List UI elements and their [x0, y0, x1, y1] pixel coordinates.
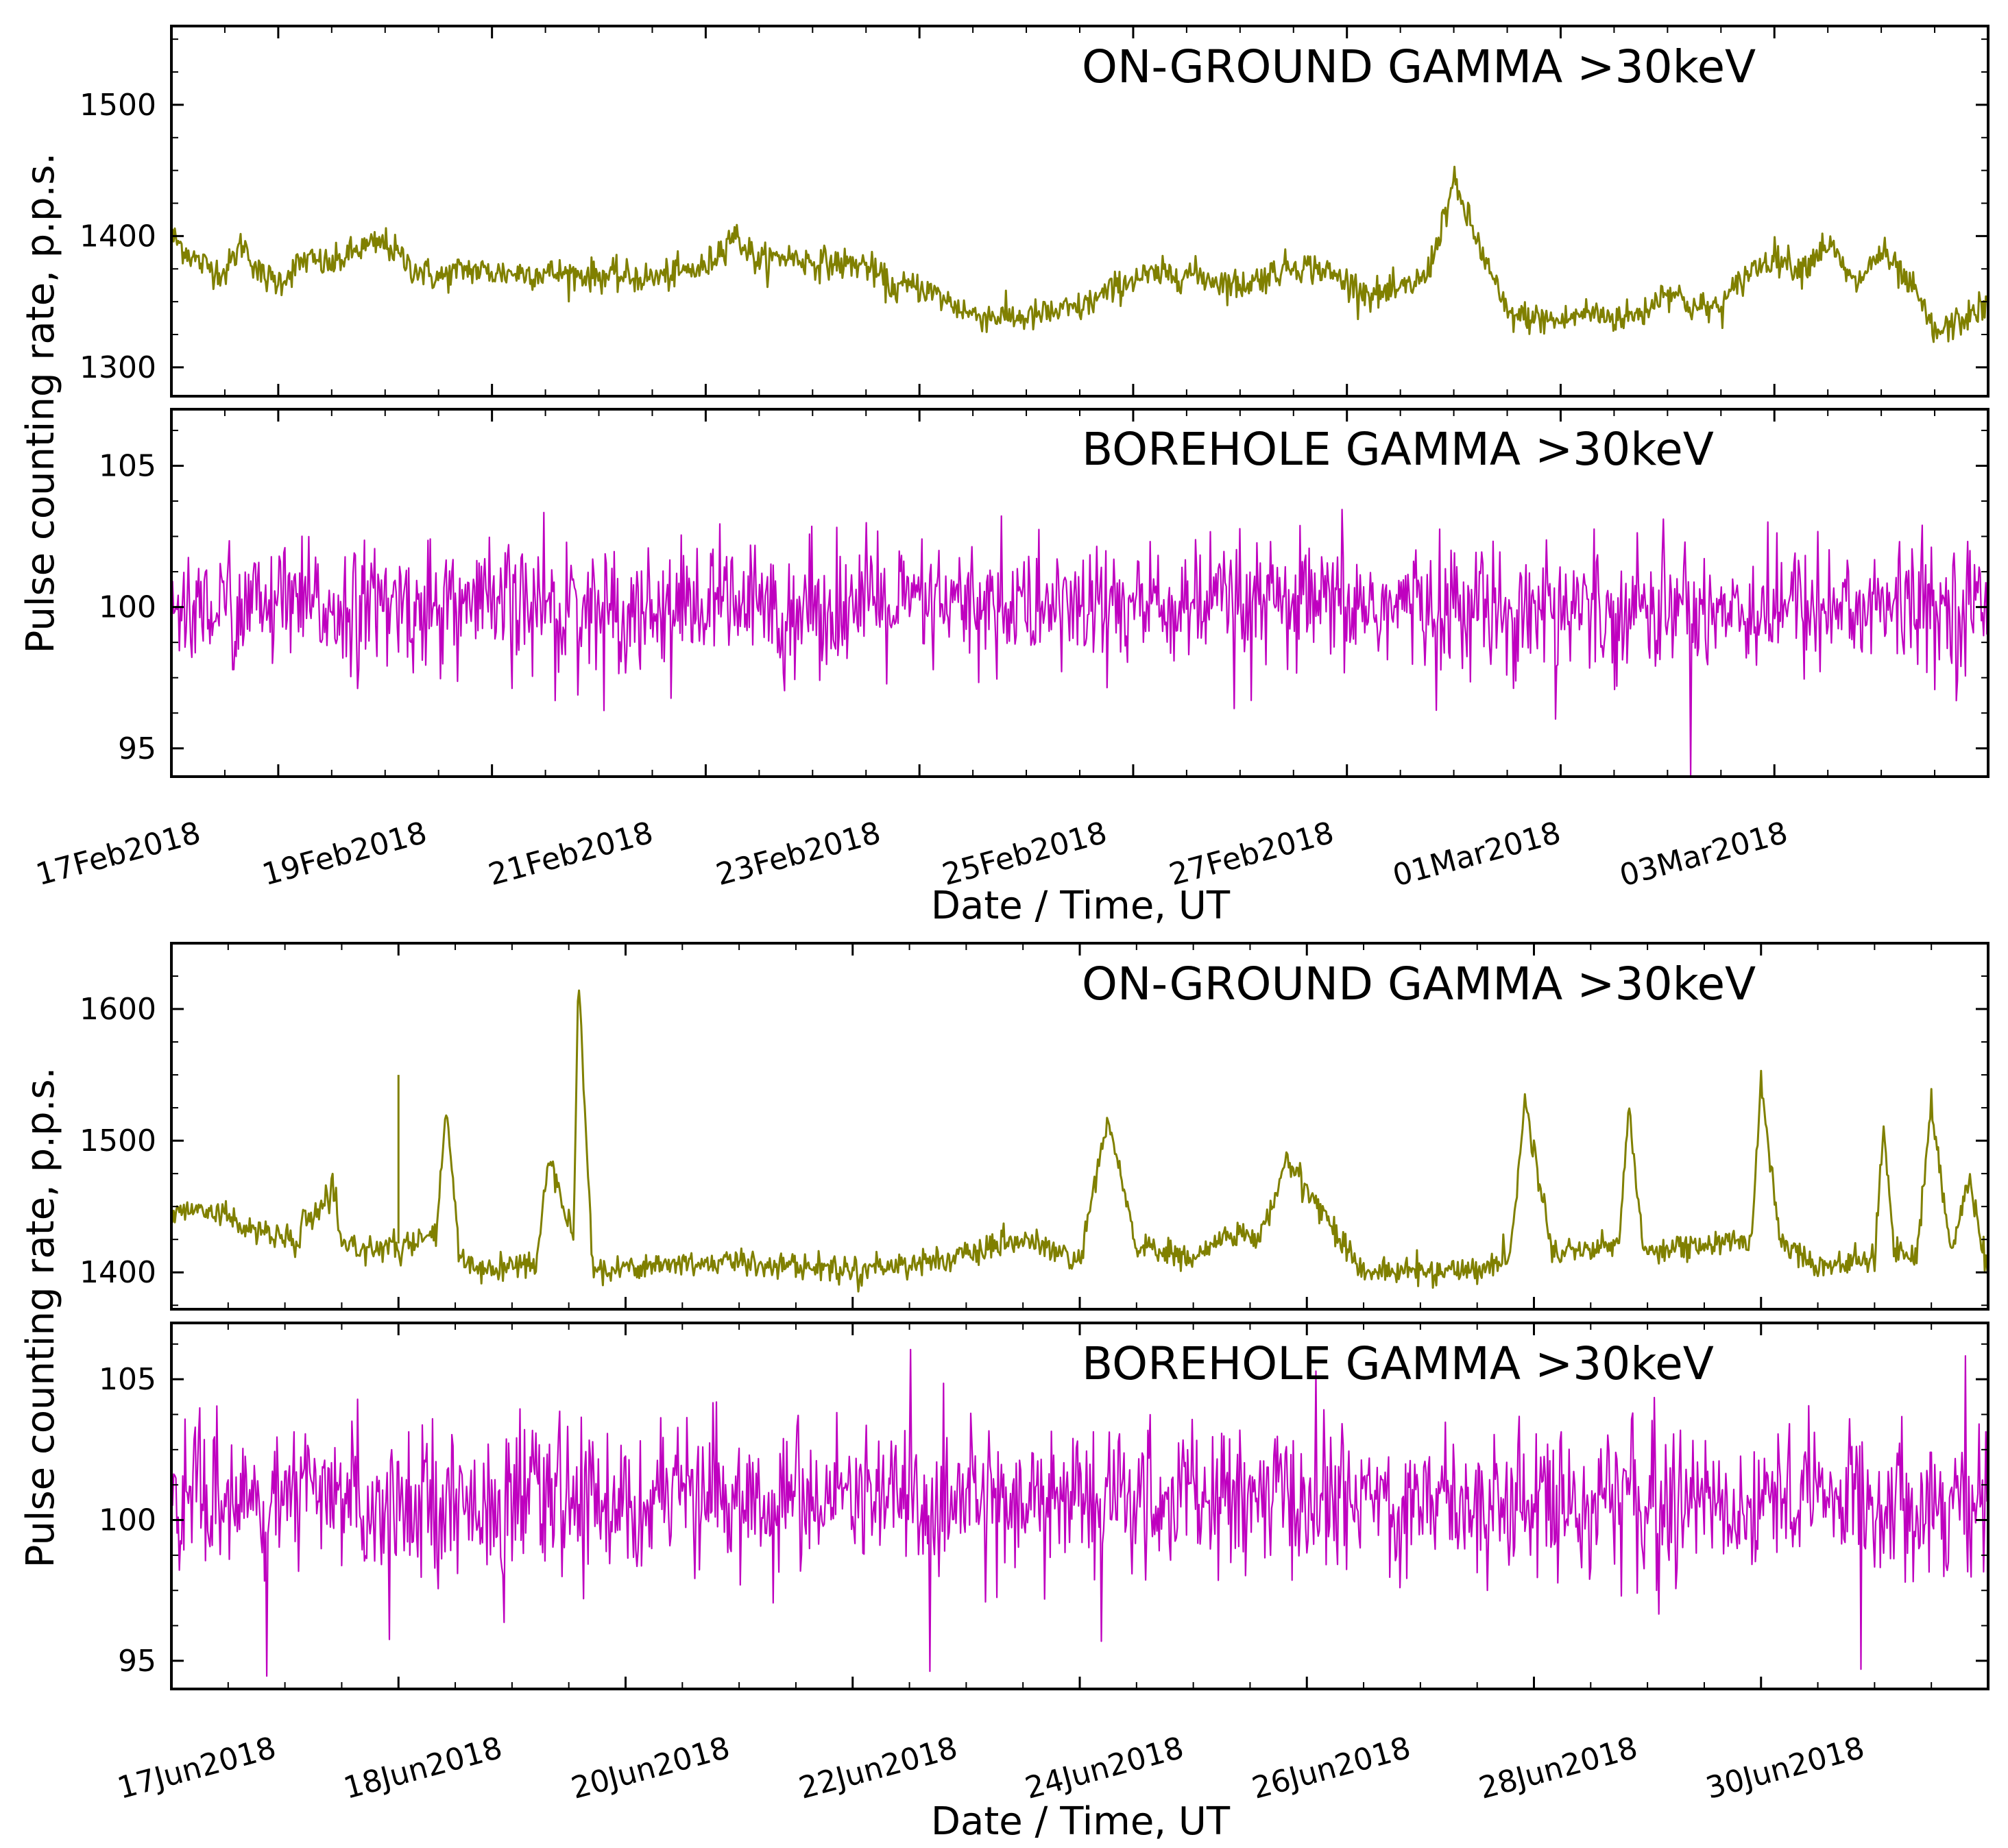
panel-jun-borehole: BOREHOLE GAMMA >30keV 95 100 105	[99, 1322, 1989, 1690]
y-tick-label: 1500	[80, 88, 156, 123]
y-axis-title-top: Pulse counting rate, p.p.s.	[19, 153, 63, 654]
panel-title: ON-GROUND GAMMA >30keV	[1082, 40, 1756, 93]
y-tick-label: 100	[99, 1503, 156, 1538]
y-tick-label: 1500	[80, 1123, 156, 1158]
series-line	[170, 165, 1989, 343]
panel-title: BOREHOLE GAMMA >30keV	[1082, 1337, 1714, 1390]
panel-title: ON-GROUND GAMMA >30keV	[1082, 958, 1756, 1010]
y-tick-label: 95	[118, 731, 156, 766]
y-tick-label: 1300	[80, 350, 156, 385]
series-line	[170, 989, 1989, 1293]
series-line	[170, 1348, 1989, 1677]
y-tick-label: 100	[99, 590, 156, 625]
x-axis-title-feb: Date / Time, UT	[931, 884, 1231, 928]
x-axis-title-jun: Date / Time, UT	[931, 1799, 1231, 1844]
y-tick-label: 95	[118, 1644, 156, 1679]
y-tick-label: 1400	[80, 219, 156, 254]
y-axis-title-bottom: Pulse counting rate, p.p.s.	[19, 1067, 63, 1568]
series-line	[171, 509, 1989, 778]
y-tick-label: 105	[99, 448, 156, 483]
y-tick-label: 1400	[80, 1255, 156, 1290]
panel-title: BOREHOLE GAMMA >30keV	[1082, 423, 1714, 476]
panel-jun-onground: ON-GROUND GAMMA >30keV 1400 1500 1600	[80, 942, 1989, 1311]
panel-feb-onground: ON-GROUND GAMMA >30keV 1300 1400 1500	[80, 25, 1989, 398]
y-tick-label: 105	[99, 1362, 156, 1397]
panel-feb-borehole: BOREHOLE GAMMA >30keV 95 100 105	[99, 408, 1989, 778]
y-tick-label: 1600	[80, 992, 156, 1027]
